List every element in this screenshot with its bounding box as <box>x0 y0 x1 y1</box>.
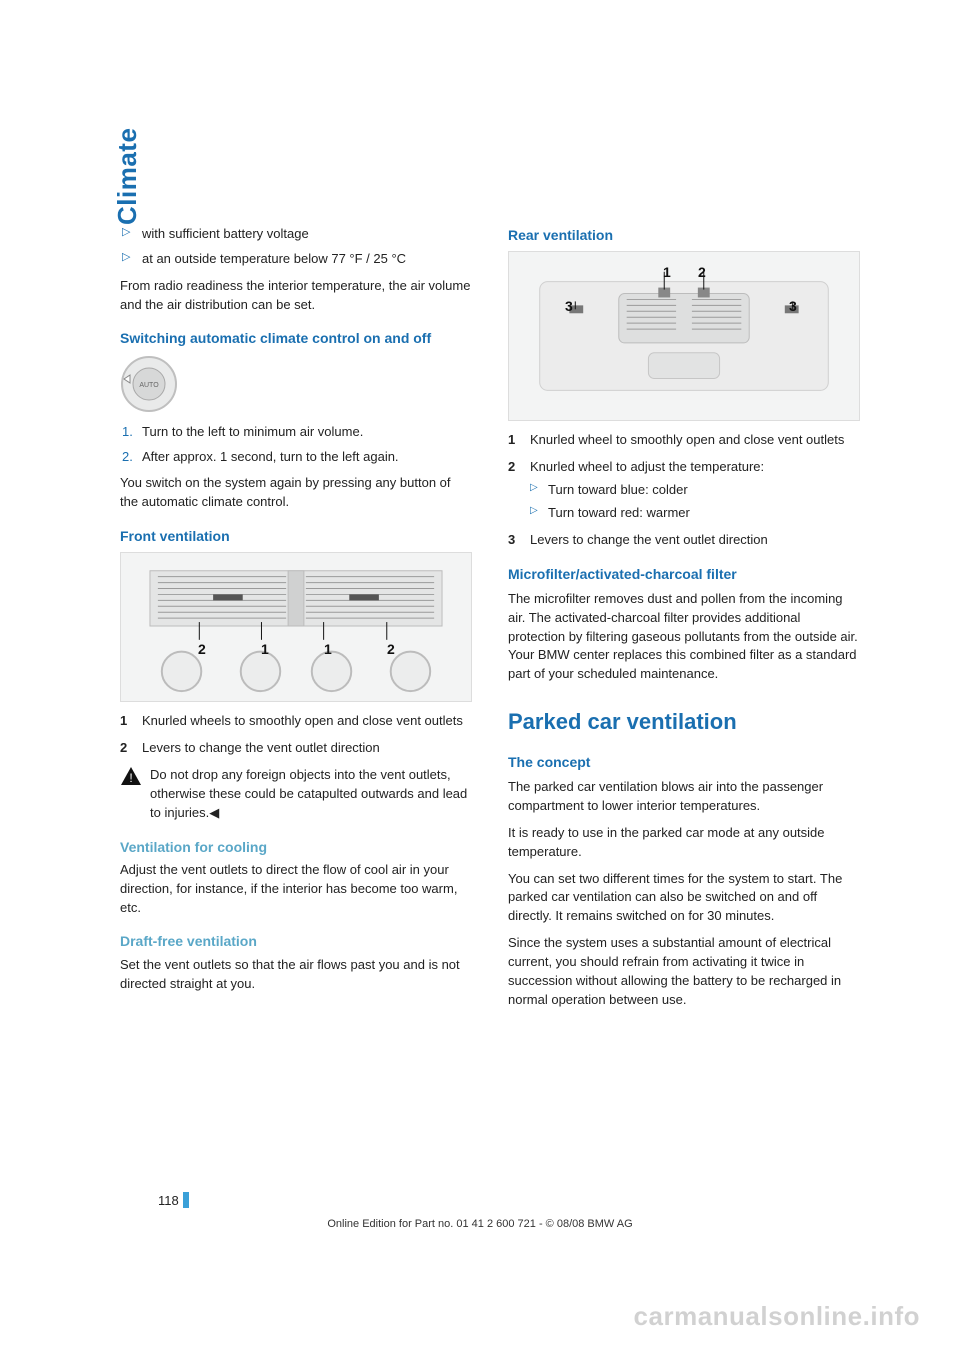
concept-paragraph-2: It is ready to use in the parked car mod… <box>508 824 860 862</box>
right-column: Rear ventilation <box>508 225 860 1018</box>
rear-ventilation-diagram: 1 2 3 3 <box>508 251 860 421</box>
def-text: Levers to change the vent outlet directi… <box>530 532 768 547</box>
def-num: 3 <box>508 531 515 550</box>
svg-text:!: ! <box>129 771 132 785</box>
switching-step-1: 1.Turn to the left to minimum air volume… <box>120 423 472 442</box>
heading-front-ventilation: Front ventilation <box>120 526 472 546</box>
page-number-value: 118 <box>158 1193 179 1208</box>
concept-paragraph-1: The parked car ventilation blows air int… <box>508 778 860 816</box>
rear-def-2: 2 Knurled wheel to adjust the temperature… <box>508 458 860 523</box>
def-text: Knurled wheels to smoothly open and clos… <box>142 713 463 728</box>
rear-def-2-sub-2: Turn toward red: warmer <box>530 504 860 523</box>
warning-text: Do not drop any foreign objects into the… <box>150 766 472 823</box>
def-text: Knurled wheel to smoothly open and close… <box>530 432 844 447</box>
draft-free-paragraph: Set the vent outlets so that the air flo… <box>120 956 472 994</box>
switch-on-paragraph: You switch on the system again by pressi… <box>120 474 472 512</box>
front-callout-2b: 2 <box>387 639 395 659</box>
concept-paragraph-4: Since the system uses a substantial amou… <box>508 934 860 1009</box>
front-def-2: 2 Levers to change the vent outlet direct… <box>120 739 472 758</box>
watermark-text: carmanualsonline.info <box>634 1301 920 1332</box>
rear-callout-3b: 3 <box>789 296 797 316</box>
rear-def-3: 3 Levers to change the vent outlet direct… <box>508 531 860 550</box>
radio-readiness-paragraph: From radio readiness the interior temper… <box>120 277 472 315</box>
left-column: with sufficient battery voltage at an ou… <box>120 225 472 1018</box>
switching-steps: 1.Turn to the left to minimum air volume… <box>120 423 472 467</box>
warning-block: ! Do not drop any foreign objects into t… <box>120 766 472 823</box>
rear-callout-1: 1 <box>663 262 671 282</box>
page-content: with sufficient battery voltage at an ou… <box>120 225 860 1018</box>
warning-triangle-icon: ! <box>120 766 142 786</box>
side-tab-label: Climate <box>112 128 143 225</box>
front-def-1: 1 Knurled wheels to smoothly open and clo… <box>120 712 472 731</box>
heading-ventilation-cooling: Ventilation for cooling <box>120 837 472 857</box>
intro-bullet-list: with sufficient battery voltage at an ou… <box>120 225 472 269</box>
front-callout-1a: 1 <box>261 639 269 659</box>
footer-text: Online Edition for Part no. 01 41 2 600 … <box>0 1218 960 1230</box>
rear-def-2-sub-1: Turn toward blue: colder <box>530 481 860 500</box>
auto-climate-knob-icon: AUTO <box>120 355 178 413</box>
front-callout-2a: 2 <box>198 639 206 659</box>
def-num: 1 <box>508 431 515 450</box>
step-text: After approx. 1 second, turn to the left… <box>142 449 399 464</box>
heading-draft-free: Draft-free ventilation <box>120 931 472 951</box>
rear-def-1: 1 Knurled wheel to smoothly open and clos… <box>508 431 860 450</box>
heading-parked-car-ventilation: Parked car ventilation <box>508 706 860 738</box>
heading-concept: The concept <box>508 752 860 772</box>
rear-ventilation-definitions: 1 Knurled wheel to smoothly open and clos… <box>508 431 860 549</box>
switching-step-2: 2.After approx. 1 second, turn to the le… <box>120 448 472 467</box>
def-text: Knurled wheel to adjust the temperature: <box>530 459 764 474</box>
rear-callout-2: 2 <box>698 262 706 282</box>
page-number-marker <box>183 1192 189 1208</box>
def-num: 1 <box>120 712 127 731</box>
microfilter-paragraph: The microfilter removes dust and pollen … <box>508 590 860 684</box>
ventilation-cooling-paragraph: Adjust the vent outlets to direct the fl… <box>120 861 472 918</box>
heading-rear-ventilation: Rear ventilation <box>508 225 860 245</box>
front-ventilation-diagram: 2 1 1 2 <box>120 552 472 702</box>
intro-bullet-2: at an outside temperature below 77 °F / … <box>120 250 472 269</box>
def-num: 2 <box>508 458 515 477</box>
def-num: 2 <box>120 739 127 758</box>
intro-bullet-1: with sufficient battery voltage <box>120 225 472 244</box>
concept-paragraph-3: You can set two different times for the … <box>508 870 860 927</box>
page-number: 118 <box>158 1192 189 1208</box>
heading-microfilter: Microfilter/activated-charcoal filter <box>508 564 860 584</box>
def-text: Levers to change the vent outlet directi… <box>142 740 380 755</box>
svg-text:AUTO: AUTO <box>139 382 159 389</box>
rear-callout-3a: 3 <box>565 296 573 316</box>
step-text: Turn to the left to minimum air volume. <box>142 424 363 439</box>
front-callout-1b: 1 <box>324 639 332 659</box>
heading-switching: Switching automatic climate control on a… <box>120 328 472 348</box>
rear-def-2-sublist: Turn toward blue: colder Turn toward red… <box>530 481 860 523</box>
front-ventilation-definitions: 1 Knurled wheels to smoothly open and clo… <box>120 712 472 758</box>
